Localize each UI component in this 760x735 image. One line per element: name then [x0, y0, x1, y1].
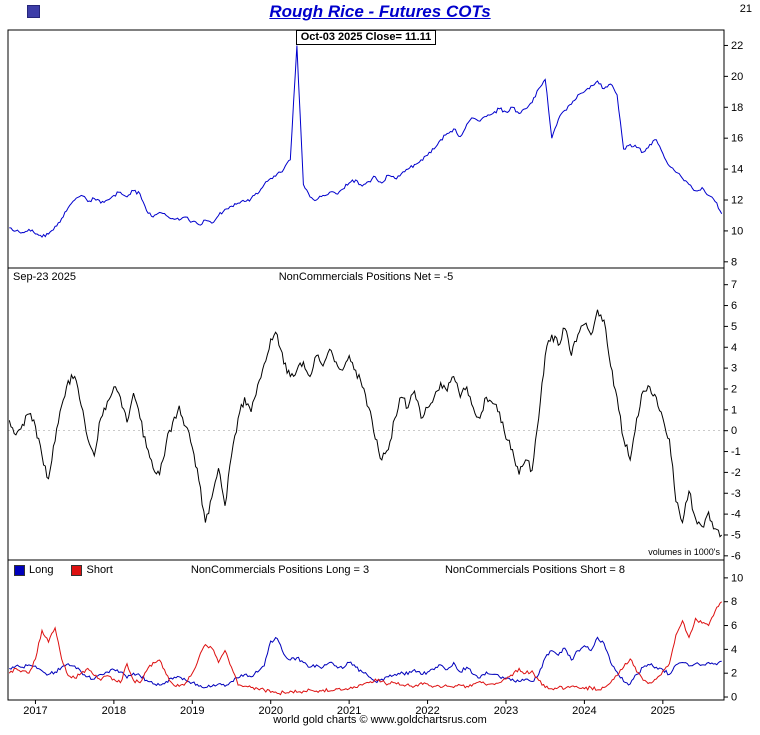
window-icon — [27, 5, 40, 18]
y-tick-label: 6 — [731, 620, 737, 632]
x-tick-label: 2018 — [102, 705, 126, 717]
y-tick-label: 12 — [731, 195, 743, 207]
y-tick-label: 8 — [731, 596, 737, 608]
y-tick-label: 14 — [731, 164, 743, 176]
y-tick-label: 6 — [731, 300, 737, 312]
short-series-line — [9, 601, 723, 696]
close-series-line — [9, 45, 723, 238]
y-tick-label: 4 — [731, 644, 737, 656]
short-legend-label: Short — [86, 564, 113, 576]
y-tick-label: 0 — [731, 692, 737, 704]
y-tick-label: 2 — [731, 668, 737, 680]
y-tick-label: -4 — [731, 509, 741, 521]
y-tick-label: 20 — [731, 71, 743, 83]
y-tick-label: 2 — [731, 383, 737, 395]
y-tick-label: 22 — [731, 40, 743, 52]
x-tick-label: 2025 — [651, 705, 675, 717]
y-tick-label: -6 — [731, 550, 741, 562]
long-short-legend: Long Short — [14, 564, 131, 577]
price-close-label: Oct-03 2025 Close= 11.11 — [295, 30, 437, 45]
net-title: NonCommercials Positions Net = -5 — [278, 271, 454, 283]
y-tick-label: -5 — [731, 529, 741, 541]
y-tick-label: 18 — [731, 102, 743, 114]
x-tick-label: 2024 — [572, 705, 596, 717]
footer-credit: world gold charts © www.goldchartsrus.co… — [273, 714, 487, 726]
long-legend-label: Long — [29, 564, 54, 576]
x-tick-label: 2022 — [415, 705, 439, 717]
y-tick-label: 3 — [731, 363, 737, 375]
x-tick-label: 2017 — [23, 705, 47, 717]
x-tick-label: 2021 — [337, 705, 361, 717]
y-tick-label: 4 — [731, 342, 737, 354]
chart-number: 21 — [739, 3, 752, 15]
y-tick-label: 1 — [731, 404, 737, 416]
price-panel-header: Oct-03 2025 Close= 11.11 — [8, 30, 724, 45]
y-tick-label: 0 — [731, 425, 737, 437]
long-legend-swatch — [14, 565, 25, 576]
y-tick-label: 7 — [731, 279, 737, 291]
net-series-line — [9, 309, 723, 538]
y-tick-label: -2 — [731, 467, 741, 479]
x-tick-label: 2023 — [494, 705, 518, 717]
plot-border — [7, 29, 725, 701]
short-title: NonCommercials Positions Short = 8 — [444, 564, 626, 576]
volumes-note: volumes in 1000's — [648, 547, 720, 557]
y-tick-label: 5 — [731, 321, 737, 333]
y-tick-label: 10 — [731, 225, 743, 237]
y-tick-label: 10 — [731, 572, 743, 584]
long-series-line — [9, 636, 722, 689]
x-tick-label: 2019 — [180, 705, 204, 717]
y-tick-label: -1 — [731, 446, 741, 458]
net-date-label: Sep-23 2025 — [13, 271, 76, 283]
x-tick-label: 2020 — [258, 705, 282, 717]
page-title: Rough Rice - Futures COTs — [269, 2, 491, 21]
y-tick-label: -3 — [731, 488, 741, 500]
y-tick-label: 16 — [731, 133, 743, 145]
short-legend-swatch — [71, 565, 83, 576]
y-tick-label: 8 — [731, 256, 737, 268]
long-title: NonCommercials Positions Long = 3 — [190, 564, 370, 576]
